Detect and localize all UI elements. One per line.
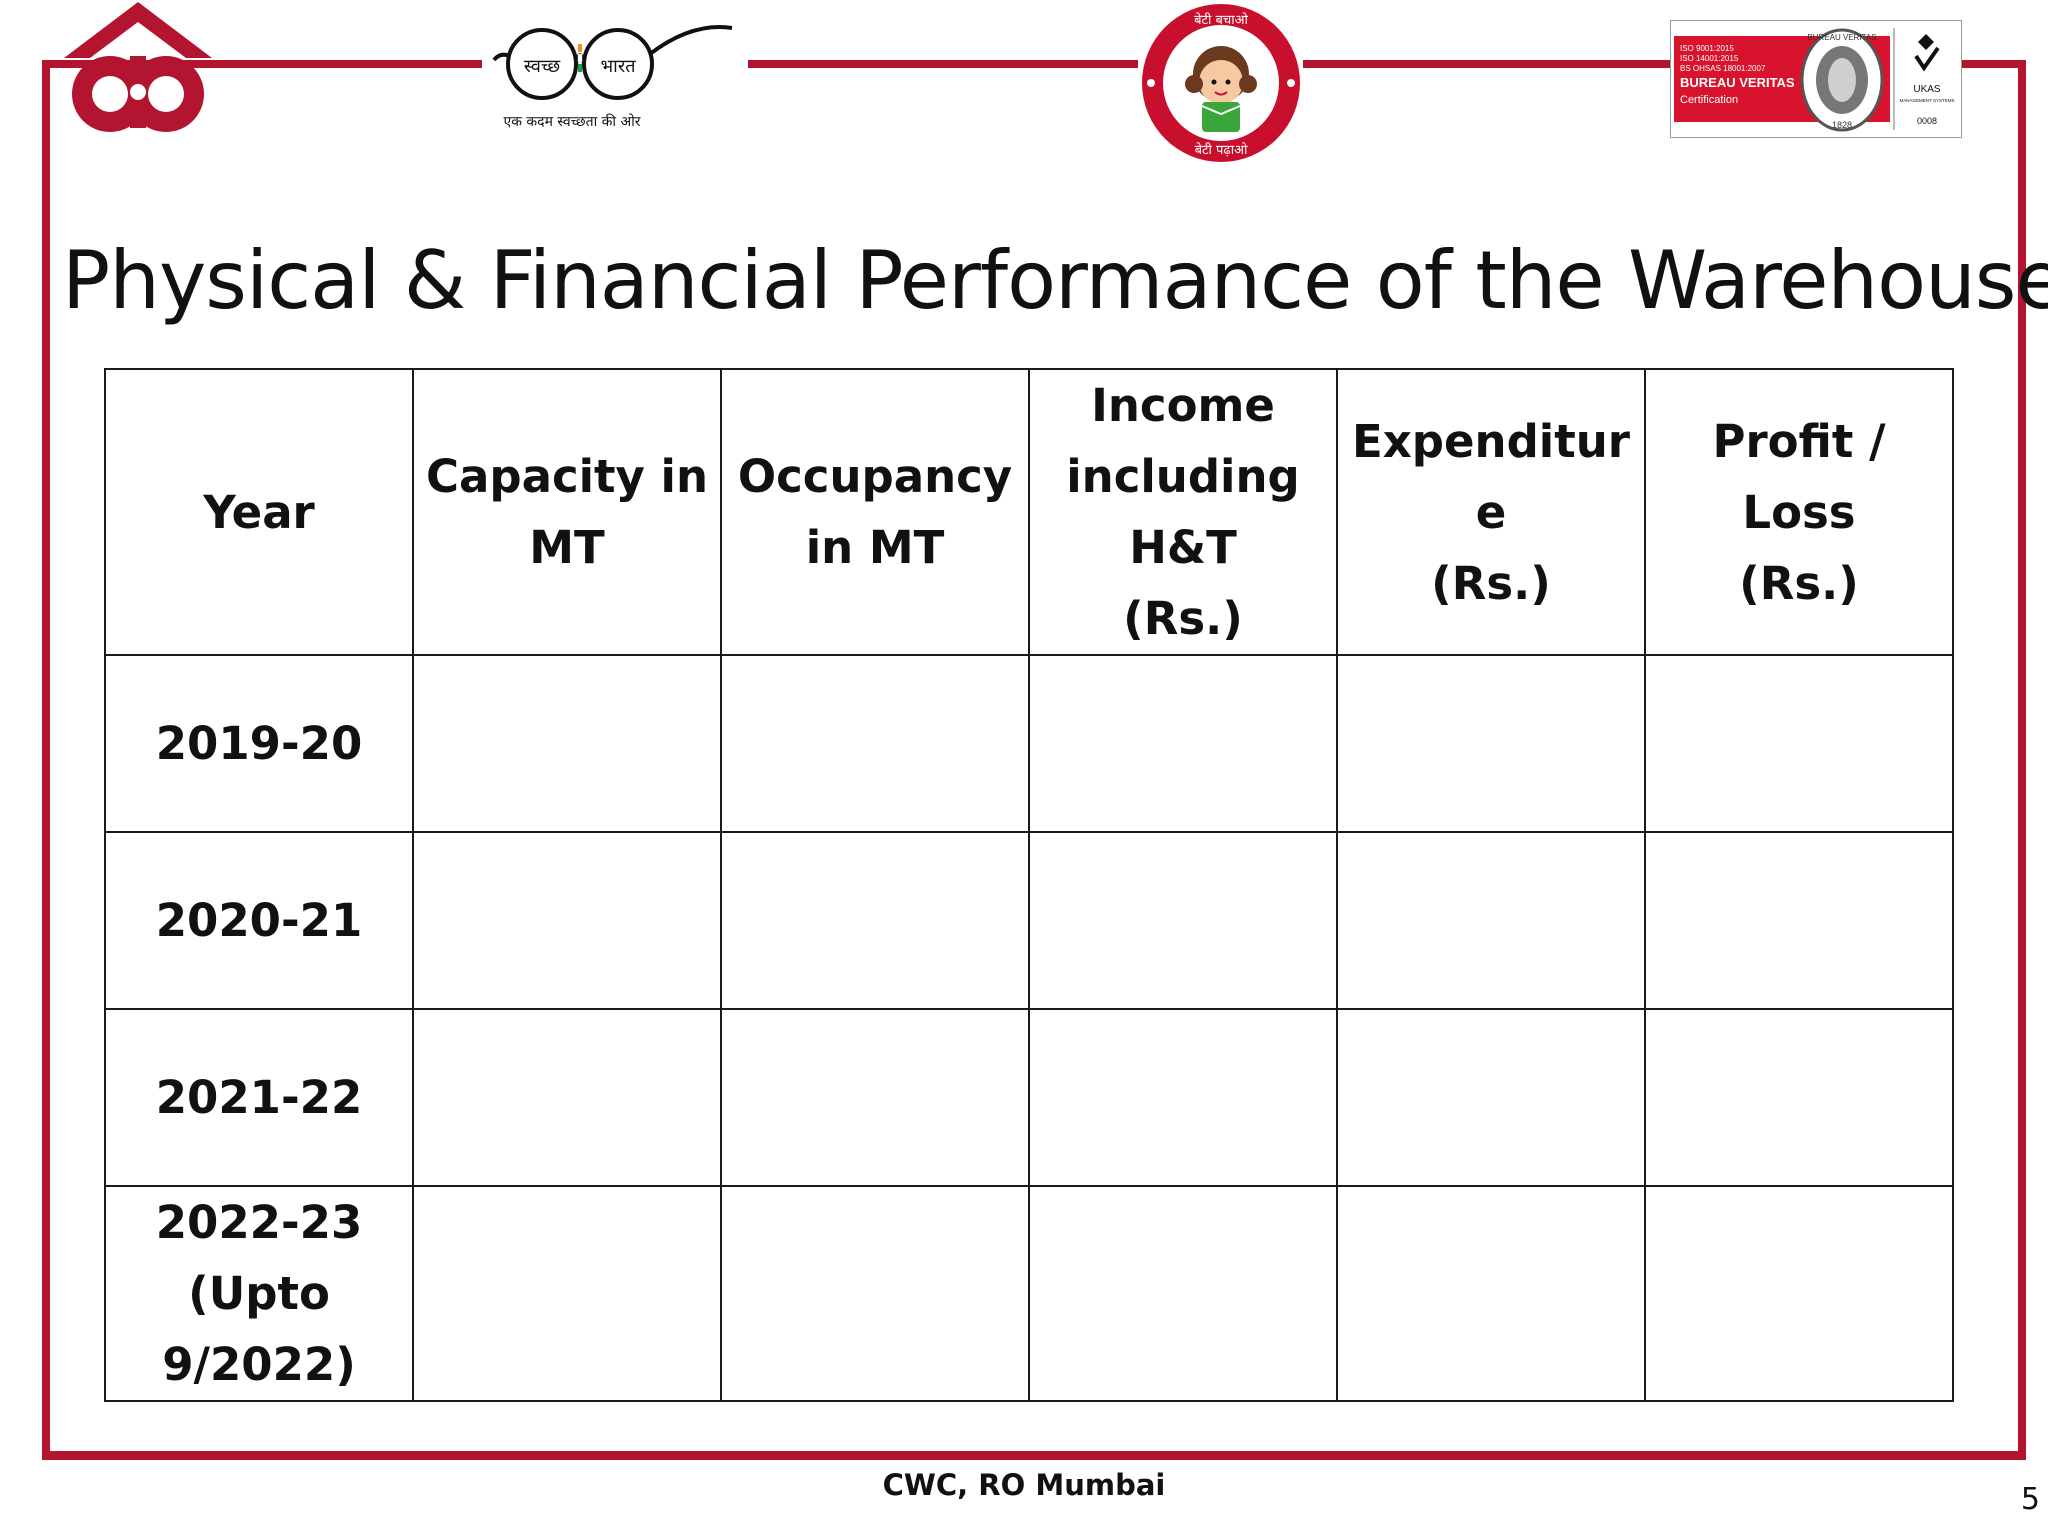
- profit-loss-cell: [1644, 1008, 1954, 1187]
- capacity-cell: [412, 1008, 722, 1187]
- bv-ring-text: BUREAU VERITAS: [1807, 33, 1876, 42]
- frame-top-line: [42, 60, 482, 68]
- profit-loss-cell: [1644, 654, 1954, 833]
- header-line: (Rs.): [1739, 556, 1859, 610]
- header-line: H&T: [1129, 521, 1237, 574]
- expenditure-cell: [1336, 654, 1646, 833]
- expenditure-cell: [1336, 1008, 1646, 1187]
- header-line: (Rs.): [1123, 592, 1243, 645]
- header-line: (Rs.): [1431, 556, 1551, 610]
- frame-top-line: [748, 60, 1138, 68]
- bv-name: BUREAU VERITAS: [1680, 75, 1795, 90]
- frame-left-line: [42, 60, 50, 1460]
- bv-cert: Certification: [1680, 94, 1738, 106]
- frame-bottom-line: [42, 1451, 2026, 1460]
- header-year: Year: [104, 368, 414, 656]
- year-line: 9/2022): [162, 1338, 356, 1391]
- income-cell: [1028, 831, 1338, 1010]
- ukas-number: 0008: [1917, 116, 1937, 126]
- header-line: Capacity in: [425, 450, 709, 503]
- header-line: Income: [1091, 379, 1275, 432]
- year-line: 2021-22: [155, 1071, 363, 1124]
- year-line: (Upto: [188, 1267, 330, 1320]
- income-cell: [1028, 654, 1338, 833]
- bv-year: 1828: [1832, 120, 1852, 130]
- table-header-row: Year Capacity in MT Occupancy in MT Income inc…: [104, 368, 1954, 656]
- table-row: 2020-21: [104, 831, 1954, 1010]
- swachh-tagline: एक कदम स्वच्छता की ओर: [503, 113, 640, 130]
- capacity-cell: [412, 654, 722, 833]
- occupancy-cell: [720, 831, 1030, 1010]
- page-number: 5: [2020, 1482, 2040, 1517]
- beti-top-text: बेटी बचाओ: [1194, 12, 1249, 28]
- page-title: Physical & Financial Performance of the …: [62, 234, 2048, 327]
- header-line: MT: [529, 521, 605, 574]
- swachh-right-text: भारत: [601, 56, 637, 77]
- header-line: Occupancy: [737, 450, 1013, 503]
- year-cell: 2021-22: [104, 1008, 414, 1187]
- bv-line-1: ISO 9001:2015: [1680, 44, 1734, 53]
- header-line: Year: [203, 485, 315, 539]
- income-cell: [1028, 1185, 1338, 1402]
- bv-line-2: ISO 14001:2015: [1680, 54, 1739, 63]
- year-cell: 2020-21: [104, 831, 414, 1010]
- table-row: 2019-20: [104, 654, 1954, 833]
- expenditure-cell: [1336, 1185, 1646, 1402]
- beti-bottom-text: बेटी पढ़ाओ: [1195, 142, 1249, 158]
- ukas-sub: MANAGEMENT SYSTEMS: [1900, 98, 1955, 103]
- header-occupancy: Occupancy in MT: [720, 368, 1030, 656]
- frame-right-line: [2018, 60, 2026, 1460]
- header-line: Expenditur: [1352, 414, 1630, 468]
- occupancy-cell: [720, 1008, 1030, 1187]
- expenditure-cell: [1336, 831, 1646, 1010]
- bureau-veritas-logo: ISO 9001:2015 ISO 14001:2015 BS OHSAS 18…: [1670, 20, 1962, 138]
- capacity-cell: [412, 831, 722, 1010]
- header-line: in MT: [805, 521, 945, 574]
- year-cell: 2019-20: [104, 654, 414, 833]
- profit-loss-cell: [1644, 1185, 1954, 1402]
- year-cell: 2022-23 (Upto 9/2022): [104, 1185, 414, 1402]
- occupancy-cell: [720, 654, 1030, 833]
- header-line: e: [1475, 485, 1507, 539]
- beti-bachao-logo: बेटी बचाओ बेटी पढ़ाओ: [1138, 2, 1304, 164]
- header-income: Income including H&T (Rs.): [1028, 368, 1338, 656]
- income-cell: [1028, 1008, 1338, 1187]
- ukas-text: UKAS: [1913, 84, 1941, 95]
- performance-table: Year Capacity in MT Occupancy in MT Income inc…: [104, 368, 1954, 1402]
- profit-loss-cell: [1644, 831, 1954, 1010]
- header-profit-loss: Profit / Loss (Rs.): [1644, 368, 1954, 656]
- header-capacity: Capacity in MT: [412, 368, 722, 656]
- table-row: 2021-22: [104, 1008, 1954, 1187]
- year-line: 2022-23: [155, 1196, 363, 1249]
- footer-text: CWC, RO Mumbai: [882, 1468, 1166, 1502]
- capacity-cell: [412, 1185, 722, 1402]
- swachh-left-text: स्वच्छ: [524, 56, 561, 77]
- header-line: Profit / Loss: [1712, 414, 1886, 539]
- cwc-logo: [60, 0, 216, 134]
- header-line: including: [1066, 450, 1300, 503]
- year-line: 2019-20: [155, 717, 363, 770]
- year-line: 2020-21: [155, 894, 363, 947]
- header-expenditure: Expenditur e (Rs.): [1336, 368, 1646, 656]
- table-row: 2022-23 (Upto 9/2022): [104, 1185, 1954, 1402]
- occupancy-cell: [720, 1185, 1030, 1402]
- frame-top-line: [1962, 60, 2026, 68]
- swachh-bharat-logo: स्वच्छ भारत एक कदम स्वच्छता की ओर: [492, 6, 742, 134]
- bv-line-3: BS OHSAS 18001:2007: [1680, 64, 1766, 73]
- frame-top-line: [1303, 60, 1671, 68]
